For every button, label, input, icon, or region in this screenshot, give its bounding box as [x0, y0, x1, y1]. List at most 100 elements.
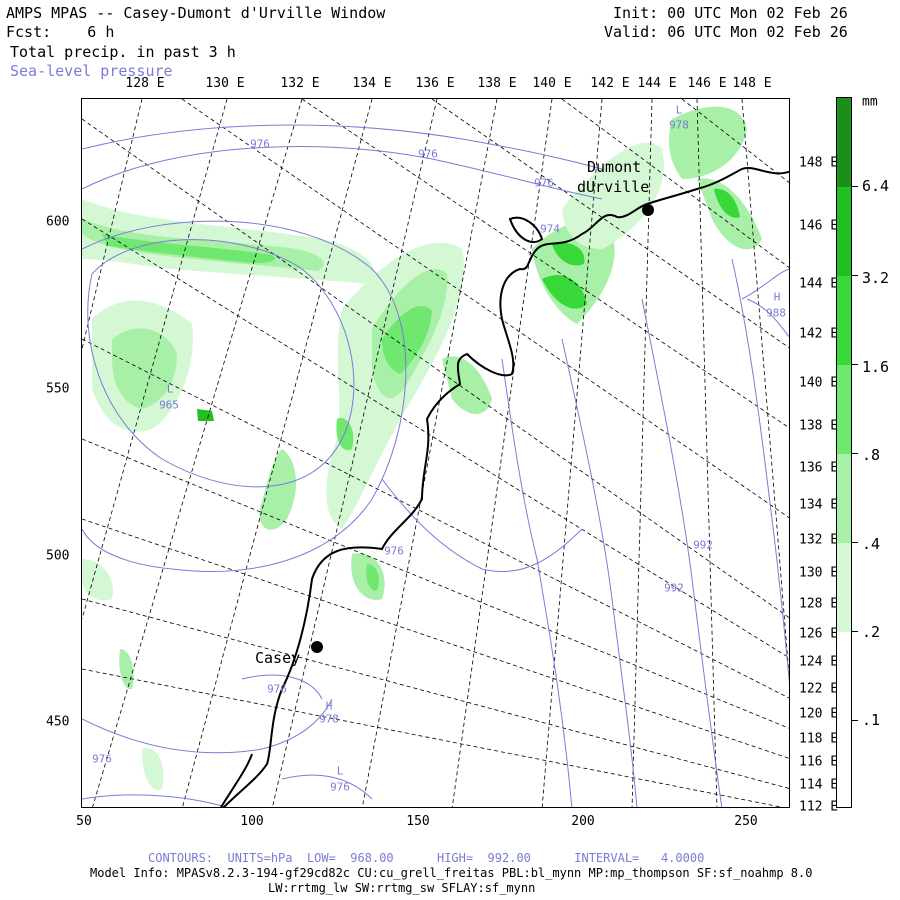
right-lon-label: 134 E: [799, 497, 839, 513]
isobar: [82, 794, 228, 807]
island-coast: [220, 753, 253, 807]
contour-label: 974: [540, 222, 560, 236]
right-lon-label: 142 E: [799, 326, 839, 342]
colorbar-segment: [837, 632, 851, 807]
precip-area: [119, 649, 134, 690]
colorbar-segment: [837, 365, 851, 454]
isobar: [241, 674, 323, 700]
top-lon-label: 146 E: [687, 76, 727, 91]
map-panel[interactable]: 976 976 976 965 L 976 974 978 L H 988 99…: [81, 98, 790, 808]
isobar: [82, 124, 603, 170]
precip-area: [366, 564, 379, 591]
contour-label: 978: [669, 118, 689, 132]
x-tick-label: 200: [571, 814, 595, 829]
top-lon-label: 132 E: [280, 76, 320, 91]
colorbar-segment: [837, 276, 851, 365]
colorbar-tick: [852, 631, 858, 632]
coastline: [220, 166, 789, 807]
top-lon-label: 144 E: [637, 76, 677, 91]
right-lon-label: 128 E: [799, 596, 839, 612]
top-lon-label: 140 E: [532, 76, 572, 91]
right-lon-label: 132 E: [799, 532, 839, 548]
colorbar-tick: [852, 186, 858, 187]
contour-label: 976: [92, 752, 112, 766]
top-lon-label: 130 E: [205, 76, 245, 91]
high-marker: H: [325, 699, 333, 713]
right-lon-label: 144 E: [799, 276, 839, 292]
casey-station-dot: [311, 641, 323, 653]
precip-area: [102, 234, 276, 264]
model-info: Model Info: MPASv8.2.3-194-gf29cd82c CU:…: [90, 866, 813, 880]
isobar: [381, 478, 583, 573]
x-tick-label: 100: [240, 814, 264, 829]
top-lon-label: 128 E: [125, 76, 165, 91]
precip-area: [669, 106, 747, 179]
pressure-contours: [82, 124, 789, 807]
map-canvas: [82, 99, 789, 807]
right-lon-label: 126 E: [799, 626, 839, 642]
dumont-label-line1: Dumont: [587, 158, 642, 176]
y-tick-label: 600: [46, 214, 70, 230]
colorbar-segment: [837, 187, 851, 276]
precip-area: [142, 748, 164, 790]
high-marker: H: [773, 290, 781, 304]
model-info-line2: LW:rrtmg_lw SW:rrtmg_sw SFLAY:sf_mynn: [268, 881, 536, 895]
top-lon-label: 148 E: [732, 76, 772, 91]
contour-label: 976: [418, 147, 438, 161]
graticule: [82, 99, 789, 807]
top-lon-label: 138 E: [477, 76, 517, 91]
contour-label: 976: [330, 780, 350, 794]
y-tick-label: 550: [46, 381, 70, 397]
contour-label: 976: [534, 176, 554, 190]
top-lon-label: 134 E: [352, 76, 392, 91]
colorbar-label: .8: [862, 446, 881, 464]
colorbar-segment: [837, 98, 851, 187]
colorbar: [836, 97, 852, 808]
island-coast: [508, 216, 544, 244]
colorbar-label: .2: [862, 623, 881, 641]
right-lon-label: 120 E: [799, 706, 839, 722]
isobar: [501, 358, 573, 807]
contour-label: 976: [250, 137, 270, 151]
init-time: Init: 00 UTC Mon 02 Feb 26: [613, 4, 848, 22]
right-lon-label: 136 E: [799, 460, 839, 476]
right-lon-label: 112 E: [799, 799, 839, 815]
isobar: [741, 268, 789, 300]
precip-area: [82, 559, 113, 601]
precip-area: [197, 409, 214, 421]
y-tick-label: 500: [46, 548, 70, 564]
colorbar-tick: [852, 720, 858, 721]
right-lon-label: 114 E: [799, 777, 839, 793]
isobar: [281, 774, 373, 800]
right-lon-label: 122 E: [799, 681, 839, 697]
isobar: [82, 146, 603, 200]
x-tick-label: 50: [76, 814, 92, 829]
isobar: [561, 338, 638, 807]
right-lon-label: 146 E: [799, 218, 839, 234]
valid-time: Valid: 06 UTC Mon 02 Feb 26: [604, 23, 848, 41]
top-lon-label: 136 E: [415, 76, 455, 91]
right-lon-label: 130 E: [799, 565, 839, 581]
precip-area: [259, 449, 297, 530]
colorbar-tick: [852, 364, 858, 365]
isobar: [641, 298, 723, 807]
isobar: [87, 239, 355, 488]
colorbar-tick: [852, 542, 858, 543]
contour-label: 992: [693, 538, 713, 552]
isobar: [82, 698, 333, 754]
map-title: AMPS MPAS -- Casey-Dumont d'Urville Wind…: [6, 4, 386, 22]
precip-area: [552, 242, 585, 266]
stations: [311, 204, 654, 653]
overlay-label: Sea-level pressure: [10, 62, 173, 80]
isobar: [731, 258, 789, 684]
contour-info: CONTOURS: UNITS=hPa LOW= 968.00 HIGH= 99…: [148, 851, 705, 865]
precip-area: [112, 328, 177, 409]
right-lon-label: 118 E: [799, 731, 839, 747]
y-tick-label: 450: [46, 714, 70, 730]
colorbar-label: 3.2: [862, 269, 890, 287]
colorbar-tick: [852, 453, 858, 454]
low-marker: L: [336, 764, 344, 778]
contour-label: 976: [267, 682, 287, 696]
colorbar-label: 1.6: [862, 358, 890, 376]
contour-label: 988: [766, 306, 786, 320]
